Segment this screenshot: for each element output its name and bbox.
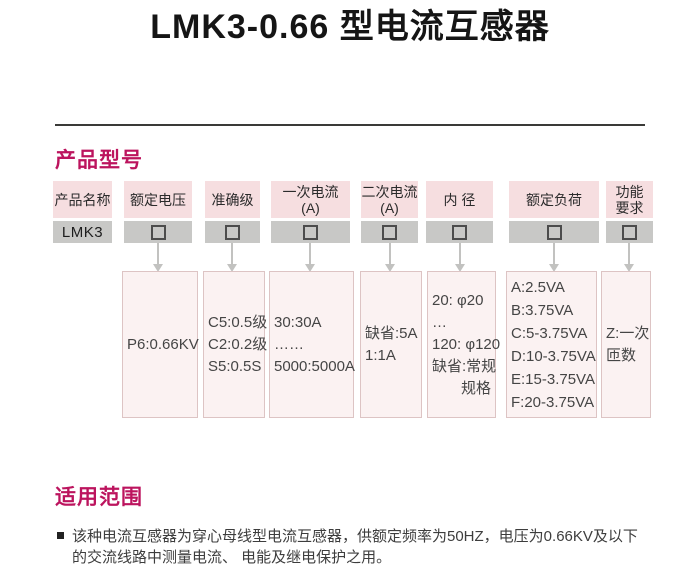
option-line: C2:0.2级	[208, 335, 268, 353]
checkbox-cell-function-requirement	[606, 221, 653, 243]
option-box-accuracy-class: C5:0.5级 C2:0.2级 S5:0.5S	[203, 271, 268, 418]
option-line: 20: φ20	[432, 291, 484, 309]
section-title-scope: 适用范围	[55, 486, 143, 509]
option-line: 匝数	[606, 346, 637, 364]
section-title-product-model: 产品型号	[55, 149, 143, 172]
option-box-primary-current: 30:30A …… 5000:5000A	[269, 271, 355, 418]
checkbox-cell-inner-diameter	[426, 221, 493, 243]
option-line: 缺省:5A	[365, 324, 418, 342]
option-line: B:3.75VA	[511, 301, 574, 319]
option-line: 1:1A	[365, 346, 396, 364]
option-line: C:5-3.75VA	[511, 324, 588, 342]
checkbox-cell-rated-voltage	[124, 221, 192, 243]
option-line: 缺省:常规	[432, 357, 497, 375]
option-line: Z:一次	[606, 324, 650, 342]
arrow-down-icon	[385, 243, 395, 272]
checkbox-icon	[225, 224, 240, 240]
checkbox-icon	[452, 224, 467, 240]
option-box-secondary-current: 缺省:5A 1:1A	[360, 271, 422, 418]
option-line: 5000:5000A	[274, 357, 355, 375]
column-header-product-name: 产品名称	[53, 181, 112, 218]
arrow-down-icon	[549, 243, 559, 272]
checkbox-icon	[382, 224, 397, 240]
option-line: S5:0.5S	[208, 357, 262, 375]
checkbox-cell-secondary-current	[361, 221, 418, 243]
column-header-secondary-current: 二次电流 (A)	[361, 181, 418, 218]
option-line: D:10-3.75VA	[511, 347, 596, 365]
checkbox-icon	[303, 224, 318, 240]
option-line: ……	[274, 335, 304, 353]
divider-line	[55, 124, 645, 126]
bullet-square-icon	[57, 532, 64, 539]
checkbox-icon	[622, 224, 637, 240]
arrow-down-icon	[624, 243, 634, 272]
checkbox-cell-rated-burden	[509, 221, 599, 243]
option-box-rated-voltage: P6:0.66KV	[122, 271, 199, 418]
option-box-rated-burden: A:2.5VA B:3.75VA C:5-3.75VA D:10-3.75VA …	[506, 271, 597, 418]
option-box-function-requirement: Z:一次 匝数	[601, 271, 651, 418]
arrow-down-icon	[227, 243, 237, 272]
option-line: 120: φ120	[432, 335, 501, 353]
option-line: A:2.5VA	[511, 278, 565, 296]
column-header-rated-voltage: 额定电压	[124, 181, 192, 218]
option-line: C5:0.5级	[208, 313, 268, 331]
option-line: …	[432, 313, 447, 331]
option-line: F:20-3.75VA	[511, 393, 595, 411]
option-line: E:15-3.75VA	[511, 370, 595, 388]
page-title: LMK3-0.66 型电流互感器	[150, 8, 550, 46]
column-header-rated-burden: 额定负荷	[509, 181, 599, 218]
option-box-inner-diameter: 20: φ20 … 120: φ120 缺省:常规 规格	[427, 271, 501, 418]
model-name-label: LMK3	[61, 223, 104, 241]
checkbox-cell-accuracy-class	[205, 221, 260, 243]
checkbox-icon	[546, 224, 562, 240]
model-name-cell: LMK3	[53, 221, 112, 243]
option-line: 规格	[460, 379, 491, 397]
arrow-down-icon	[305, 243, 315, 272]
arrow-down-icon	[153, 243, 163, 272]
column-header-accuracy-class: 准确级	[205, 181, 260, 218]
checkbox-cell-primary-current	[271, 221, 350, 243]
option-line: 30:30A	[274, 313, 322, 331]
column-header-inner-diameter: 内 径	[426, 181, 493, 218]
arrow-down-icon	[455, 243, 465, 272]
column-header-function-requirement: 功能 要求	[606, 181, 653, 218]
checkbox-icon	[150, 224, 166, 240]
column-header-primary-current: 一次电流 (A)	[271, 181, 350, 218]
option-line: P6:0.66KV	[127, 335, 199, 353]
